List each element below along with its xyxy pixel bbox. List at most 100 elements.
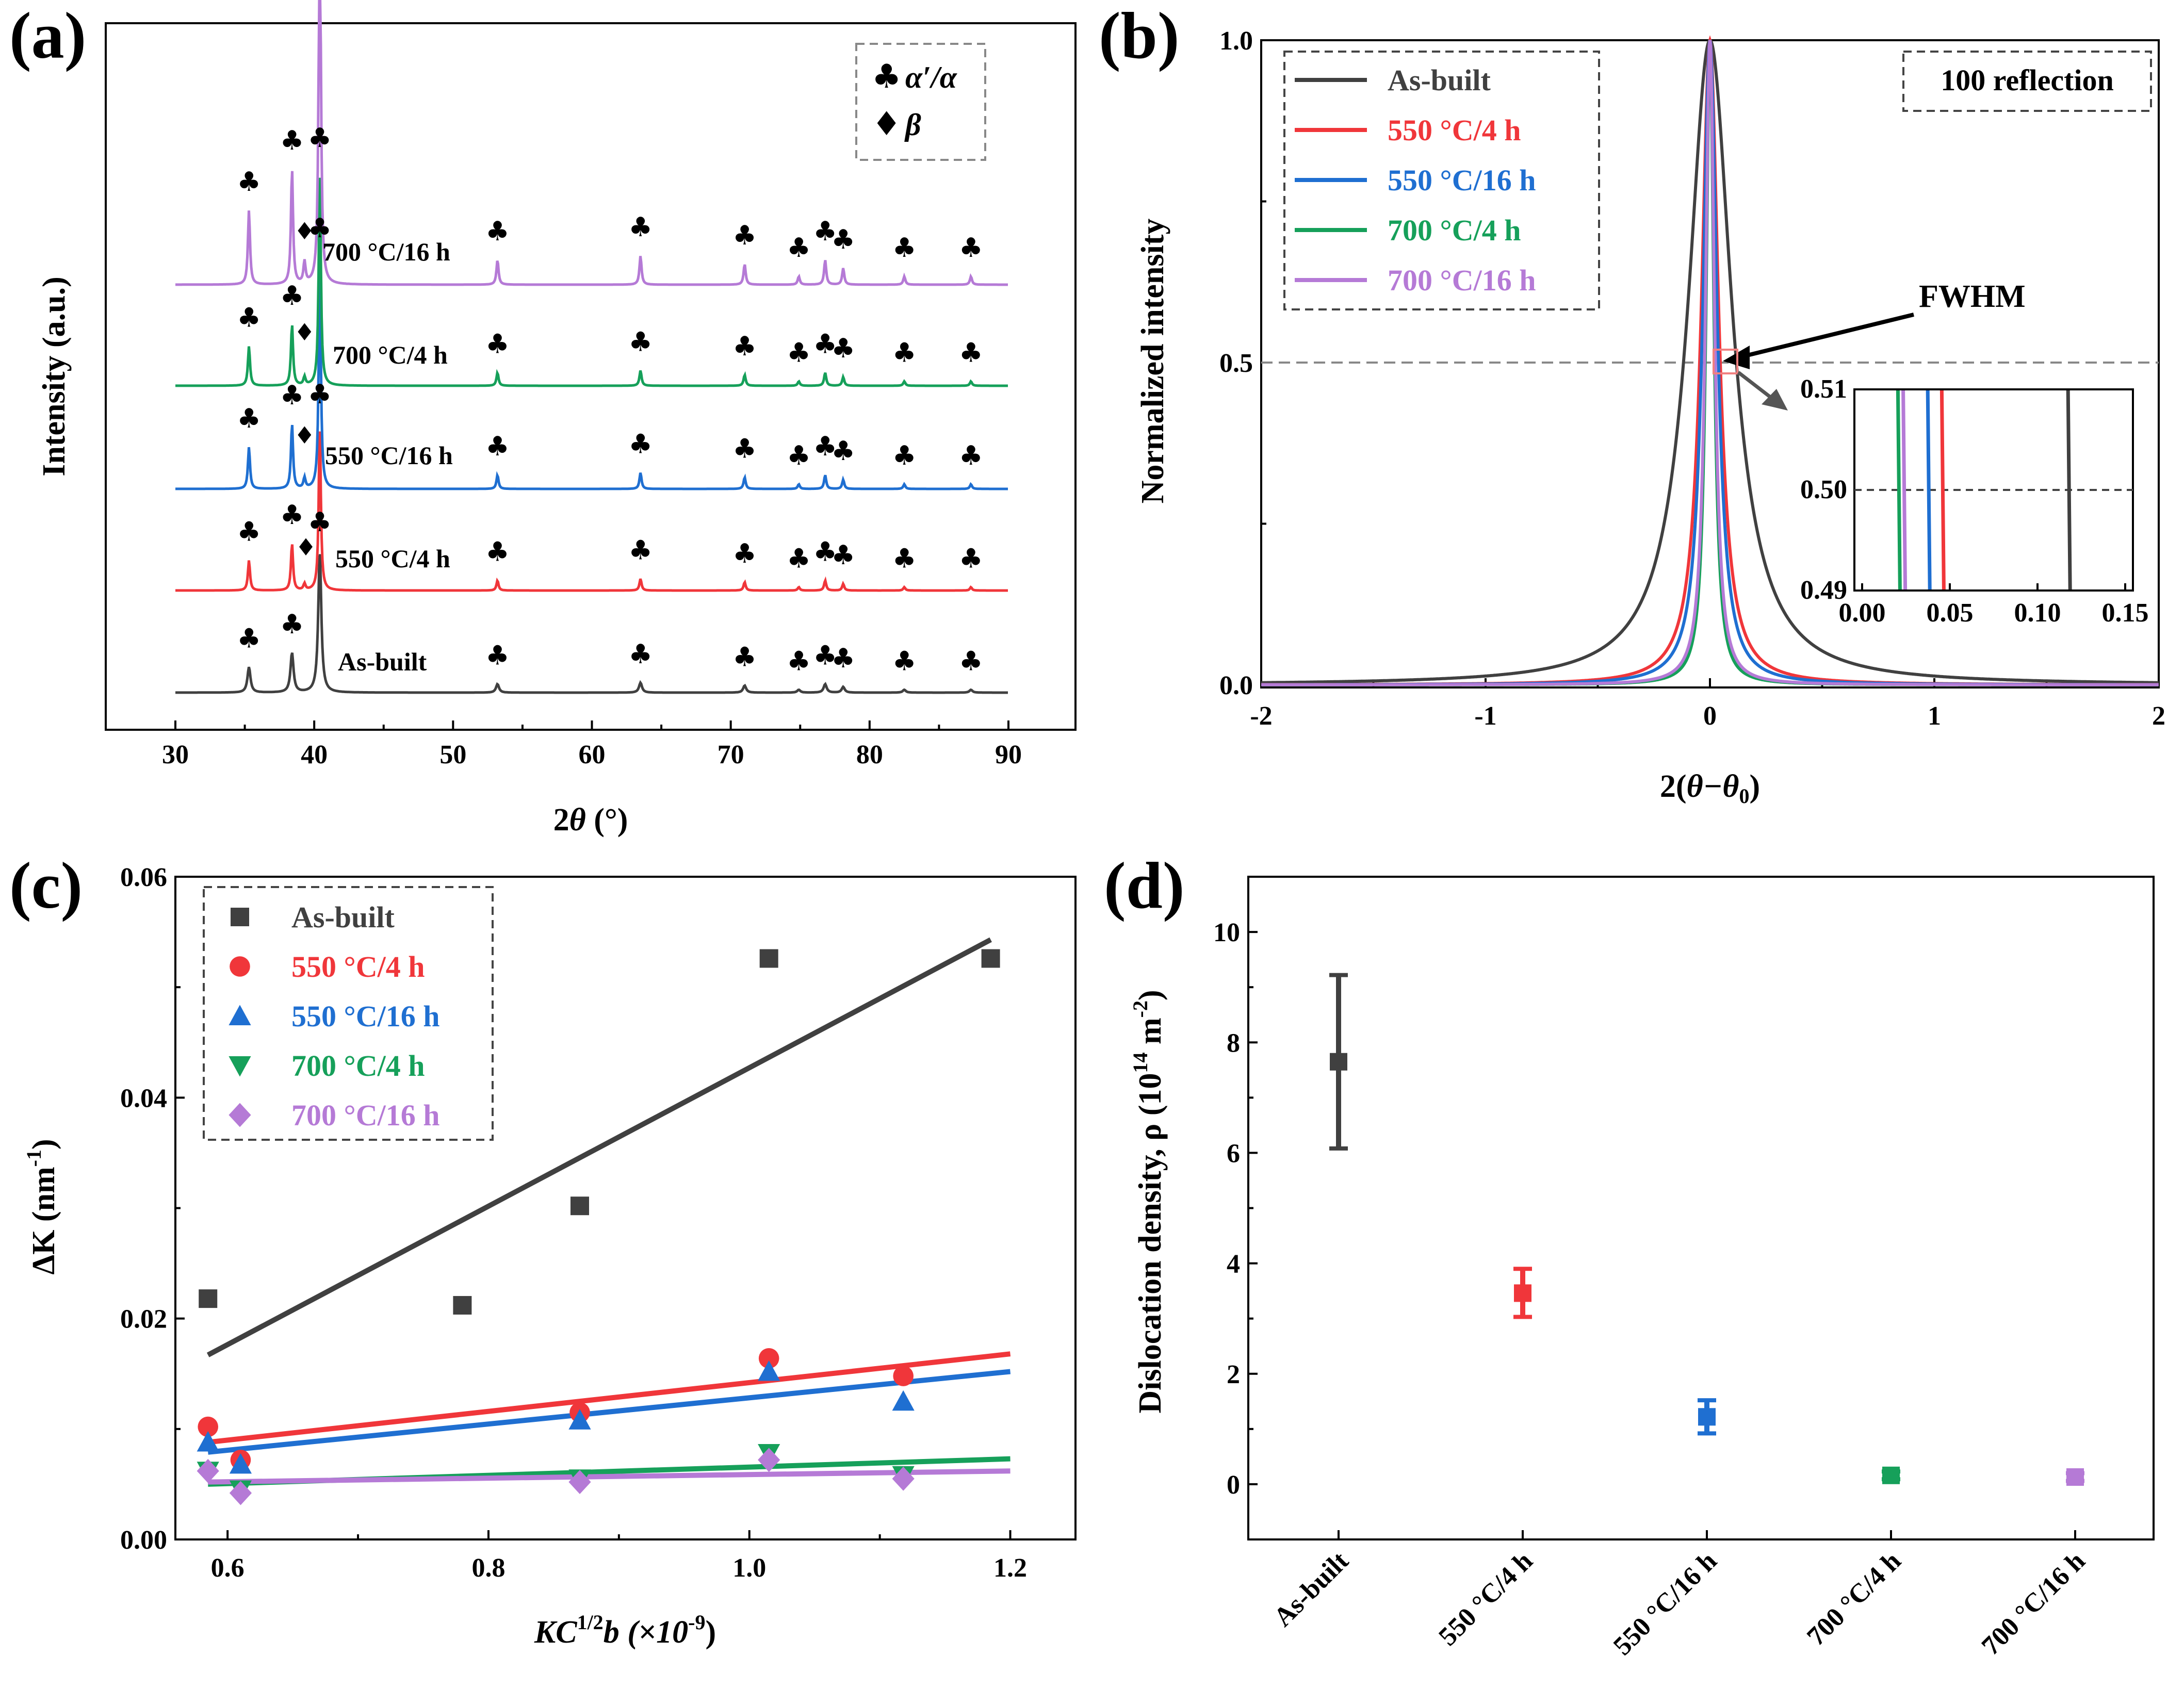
x-tick-label-c: 0.6 [211, 1553, 245, 1583]
x-axis-a: 30 40 50 60 70 80 90 [162, 720, 1022, 769]
alpha-marker-icon: ♣ [959, 233, 983, 264]
title-box-frame [1902, 51, 2152, 112]
beta-marker-icon: ♦ [294, 217, 315, 245]
y-tick-label-d: 0 [1227, 1470, 1240, 1500]
inset-x-tick-label: 0.00 [1839, 598, 1886, 628]
x-tick-label-b: 2 [2152, 701, 2165, 731]
x-axis-label-c: KC1/2b (×10-9) [534, 1611, 716, 1650]
data-point-as-built [199, 1289, 218, 1308]
alpha-marker-icon: ♣ [308, 213, 332, 244]
zoom-arrow-line [1737, 371, 1776, 402]
legend-a: ♣ α′/α ♦ β [855, 43, 986, 161]
legend-box-c [203, 886, 494, 1141]
inset-x-tick-label: 0.15 [2102, 598, 2149, 628]
alpha-marker-icon: ♣ [732, 538, 757, 569]
axes-b: -2 -1 0 1 2 0.0 0.5 1.0 [1219, 26, 2165, 731]
alpha-marker-icon: ♣ [485, 329, 510, 360]
alpha-marker-icon: ♣ [732, 642, 757, 673]
alpha-marker-icon: ♣ [831, 333, 855, 364]
legend-label-b: As-built [1388, 63, 1491, 97]
beta-marker-icon: ♦ [295, 533, 316, 561]
alpha-marker-icon: ♣ [813, 537, 837, 568]
x-tick-label-c: 1.0 [732, 1553, 766, 1583]
fwhm-annotation: FWHM [1919, 279, 2026, 314]
inset-x-tick-label: 0.05 [1927, 598, 1974, 628]
legend-marker-c [229, 1005, 251, 1025]
xrd-trace-700-c-16-h [175, 0, 1008, 286]
alpha-marker-icon: ♣ [628, 326, 653, 357]
legend-label-b: 700 °C/16 h [1388, 264, 1536, 297]
inset-y-tick-label: 0.51 [1800, 374, 1847, 404]
y-axis-label-c: ΔK (nm-1) [22, 1139, 61, 1274]
category-label-d: As-built [1268, 1546, 1354, 1632]
mean-point-700-c-16-h [2066, 1468, 2084, 1486]
y-tick-label-d: 6 [1227, 1139, 1240, 1168]
panel-label-a: (a) [9, 0, 86, 72]
x-axis-label-a: 2θ (°) [553, 802, 628, 838]
y-axis-label-a: Intensity (a.u.) [37, 276, 72, 477]
axes-c: 0.6 0.8 1.0 1.2 0.00 0.02 0.04 0.06 [120, 863, 1027, 1583]
alpha-marker-icon: ♣ [732, 220, 757, 251]
data-point-700-c-16-h [758, 1448, 780, 1472]
legend-label-c: 550 °C/16 h [291, 999, 439, 1033]
legend-marker-c [230, 956, 250, 977]
legend-b: As-built 550 °C/4 h 550 °C/16 h 700 °C/4 h 7… [1283, 51, 1600, 310]
zoom-arrow-head [1762, 389, 1788, 411]
diamond-icon: ♦ [872, 105, 901, 143]
alpha-marker-icon: ♣ [280, 500, 304, 531]
fwhm-arrow-line [1740, 313, 1914, 359]
clover-icon: ♣ [872, 58, 901, 96]
fit-line-as-built [206, 937, 992, 1357]
panel-label-d: (d) [1104, 849, 1184, 922]
legend-c: As-built 550 °C/4 h 550 °C/16 h 700 °C/4 h 7… [203, 886, 494, 1141]
data-point-550-c-16-h [229, 1453, 252, 1474]
data-point-700-c-16-h [892, 1466, 915, 1491]
trace-labels: As-built 550 °C/4 h 550 °C/16 h 700 °C/4 h 7… [322, 237, 453, 676]
linear-fits [206, 937, 1011, 1487]
y-tick-label-b: 0.0 [1219, 671, 1253, 700]
y-tick-label-c: 0.04 [120, 1084, 167, 1113]
alpha-marker-icon: ♣ [732, 331, 757, 362]
alpha-marker-icon: ♣ [892, 646, 917, 677]
inset-b: 0.00 0.05 0.10 0.15 0.49 0.50 0.51 [1800, 374, 2149, 628]
inset-profile-700-c-4-h [1896, 390, 1902, 590]
panel-c: (c) 0.6 0.8 1.0 1.2 0.00 0.02 0.04 0.06 KC1/2b … [9, 849, 1077, 1650]
category-label-d: 700 °C/4 h [1801, 1546, 1906, 1651]
mean-point-as-built [1330, 1053, 1347, 1071]
legend-label-c: 550 °C/4 h [291, 950, 425, 983]
data-point-550-c-4-h [893, 1366, 914, 1386]
zoom-region-box [1713, 349, 1738, 374]
legend-label-b: 550 °C/4 h [1388, 113, 1521, 147]
legend-label-b: 700 °C/4 h [1388, 214, 1521, 247]
legend-marker-c [229, 1103, 251, 1127]
x-tick-label-a: 60 [579, 740, 606, 769]
alpha-marker-icon: ♣ [959, 544, 983, 575]
x-tick-label-a: 70 [718, 740, 744, 769]
category-label-d: 550 °C/16 h [1608, 1546, 1723, 1661]
legend-box-a [855, 43, 986, 161]
alpha-marker-icon: ♣ [892, 338, 917, 369]
alpha-marker-icon: ♣ [787, 646, 811, 677]
alpha-marker-icon: ♣ [628, 535, 653, 566]
alpha-marker-icon: ♣ [892, 440, 917, 471]
y-tick-label-c: 0.06 [120, 863, 167, 892]
alpha-marker-icon: ♣ [787, 233, 811, 264]
inset-profile-as-built [2066, 390, 2072, 590]
data-points-c [197, 949, 1000, 1505]
alpha-marker-icon: ♣ [813, 641, 837, 671]
alpha-marker-icon: ♣ [308, 379, 332, 410]
x-tick-label-a: 40 [301, 740, 328, 769]
alpha-marker-icon: ♣ [237, 517, 261, 548]
x-tick-label-a: 80 [856, 740, 883, 769]
alpha-marker-icon: ♣ [787, 440, 811, 471]
legend-label-c: 700 °C/4 h [291, 1049, 425, 1083]
x-tick-label-c: 1.2 [993, 1553, 1027, 1583]
beta-marker-icon: ♦ [294, 421, 315, 449]
xrd-trace-550-c-16-h [175, 268, 1008, 490]
inset-x-tick-label: 0.10 [2014, 598, 2061, 628]
panel-a: (a) 30 40 50 60 70 80 90 ♣ ♣♣♣ ♣ ♣ ♣ ♣♣ ♣ ♣♣♣♦♣♣ ♣ ♣ ♣ ♣♣… [9, 0, 1077, 838]
fit-line-700-c-16-h [208, 1468, 1010, 1485]
alpha-marker-icon: ♣ [237, 303, 261, 334]
alpha-marker-icon: ♣ [892, 544, 917, 575]
